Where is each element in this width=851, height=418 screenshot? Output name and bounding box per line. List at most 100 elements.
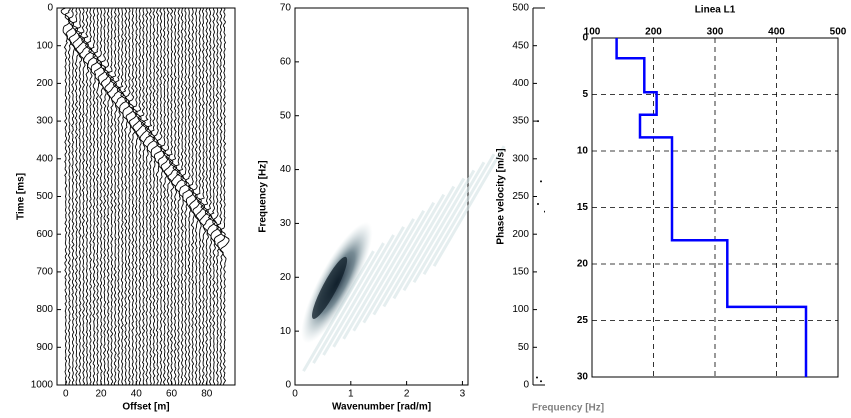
spectral-streak <box>382 185 456 308</box>
y-tick-label: 50 <box>280 110 292 121</box>
wiggle-trace <box>156 7 167 386</box>
x-tick-label: 100 <box>584 27 601 38</box>
dispersion-dot <box>540 380 542 383</box>
wiggle-trace <box>137 7 150 386</box>
wiggle-trace <box>140 8 153 386</box>
y-tick-label: 1000 <box>31 380 54 391</box>
y-axis-label: Phase velocity [m/s] <box>496 148 507 244</box>
x-axis-label: Frequency [Hz] <box>532 403 604 414</box>
wiggle-trace <box>92 7 103 386</box>
spectral-streak <box>322 234 395 356</box>
y-tick-label: 0 <box>47 3 53 14</box>
wiggle-trace <box>180 7 191 386</box>
wiggle-trace <box>130 8 142 386</box>
wiggle-trace <box>120 7 131 386</box>
wiggle-trace <box>219 7 230 386</box>
wiggle-trace <box>212 7 223 386</box>
panel: 0 100 200 300 400 500 600 700 800 900 1000 0 20 40 60 8… <box>16 3 236 413</box>
wiggle-trace <box>207 7 219 386</box>
dispersion-dot <box>537 203 539 206</box>
x-tick-label: 80 <box>201 389 213 400</box>
y-tick-label: 30 <box>577 372 589 383</box>
y-tick-label: 800 <box>36 304 53 315</box>
y-tick-label: 100 <box>512 304 529 315</box>
y-tick-label: 600 <box>36 229 53 240</box>
spectral-streak <box>312 242 385 364</box>
dispersion-dot <box>544 210 545 213</box>
x-axis-label: Wavenumber [rad/m] <box>332 402 431 413</box>
wiggle-trace <box>134 7 146 386</box>
y-tick-label: 300 <box>512 153 529 164</box>
x-tick-label: 40 <box>131 389 143 400</box>
y-tick-label: 50 <box>518 342 530 353</box>
wiggle-trace <box>194 7 206 386</box>
y-tick-label: 20 <box>577 259 589 270</box>
wiggle-trace <box>109 7 121 386</box>
y-tick-label: 70 <box>280 3 292 14</box>
spectral-streak <box>362 201 436 324</box>
y-axis-label: Frequency [Hz] <box>258 160 269 232</box>
wiggle-trace <box>60 7 71 386</box>
wiggle-trace <box>112 7 125 386</box>
wiggle-trace <box>172 7 184 386</box>
spectral-streak <box>342 218 415 340</box>
spectral-streak <box>352 209 426 332</box>
y-tick-label: 15 <box>577 202 589 213</box>
x-tick-label: 60 <box>166 389 178 400</box>
wiggle-trace <box>88 7 99 386</box>
y-tick-label: 0 <box>523 380 529 391</box>
y-tick-label: 200 <box>36 78 53 89</box>
wiggle-trace <box>216 7 226 386</box>
velocity-profile <box>615 38 808 377</box>
wiggle-trace <box>116 8 128 386</box>
y-tick-label: 25 <box>577 315 589 326</box>
wiggle-trace <box>74 7 86 386</box>
x-tick-label: 3 <box>460 389 466 400</box>
wiggle-trace <box>165 7 178 386</box>
dispersion-dot <box>536 376 538 379</box>
y-tick-label: 60 <box>280 56 292 67</box>
y-tick-label: 0 <box>582 33 588 44</box>
wiggle-trace <box>159 7 170 386</box>
y-tick-label: 30 <box>280 218 292 229</box>
wiggle-trace <box>187 7 198 386</box>
panel: 0 5 10 15 20 25 30 100 200 300 400 500 Linea L1 <box>577 5 847 383</box>
wiggle-trace <box>96 7 107 386</box>
y-tick-label: 20 <box>280 272 292 283</box>
spectral-streak <box>332 226 405 348</box>
wiggle-trace <box>169 7 181 386</box>
y-tick-label: 700 <box>36 267 53 278</box>
y-tick-label: 200 <box>512 229 529 240</box>
y-tick-label: 10 <box>280 326 292 337</box>
y-tick-label: 400 <box>36 153 53 164</box>
y-tick-label: 300 <box>36 116 53 127</box>
y-tick-label: 10 <box>577 146 589 157</box>
x-tick-label: 400 <box>768 27 785 38</box>
y-tick-label: 450 <box>512 40 529 51</box>
wiggle-trace <box>103 7 115 386</box>
panel: 0 10 20 30 40 50 60 70 0 1 2 3 Wavenumber [rad/m] Fre… <box>258 3 506 413</box>
energy-core <box>312 256 348 319</box>
y-tick-label: 400 <box>512 78 529 89</box>
spectral-streak <box>392 177 466 300</box>
y-axis-label: Time [ms] <box>16 173 27 220</box>
wiggle-trace <box>127 7 138 386</box>
y-tick-label: 250 <box>512 191 529 202</box>
y-tick-label: 500 <box>36 191 53 202</box>
wiggle-trace <box>99 7 110 386</box>
wiggle-trace <box>204 7 217 386</box>
y-tick-label: 350 <box>512 116 529 127</box>
wiggle-trace <box>162 7 174 386</box>
wiggle-trace <box>144 7 156 386</box>
x-axis-label: Offset [m] <box>122 402 169 413</box>
spectral-streak <box>432 145 506 267</box>
wiggle-trace <box>197 8 209 386</box>
chart-title: Linea L1 <box>695 5 736 16</box>
y-tick-label: 900 <box>36 342 53 353</box>
spectral-streak <box>372 193 446 316</box>
x-tick-label: 1 <box>348 389 354 400</box>
dispersion-dot <box>537 120 539 123</box>
wiggle-trace <box>64 7 75 386</box>
x-tick-label: 200 <box>645 27 662 38</box>
